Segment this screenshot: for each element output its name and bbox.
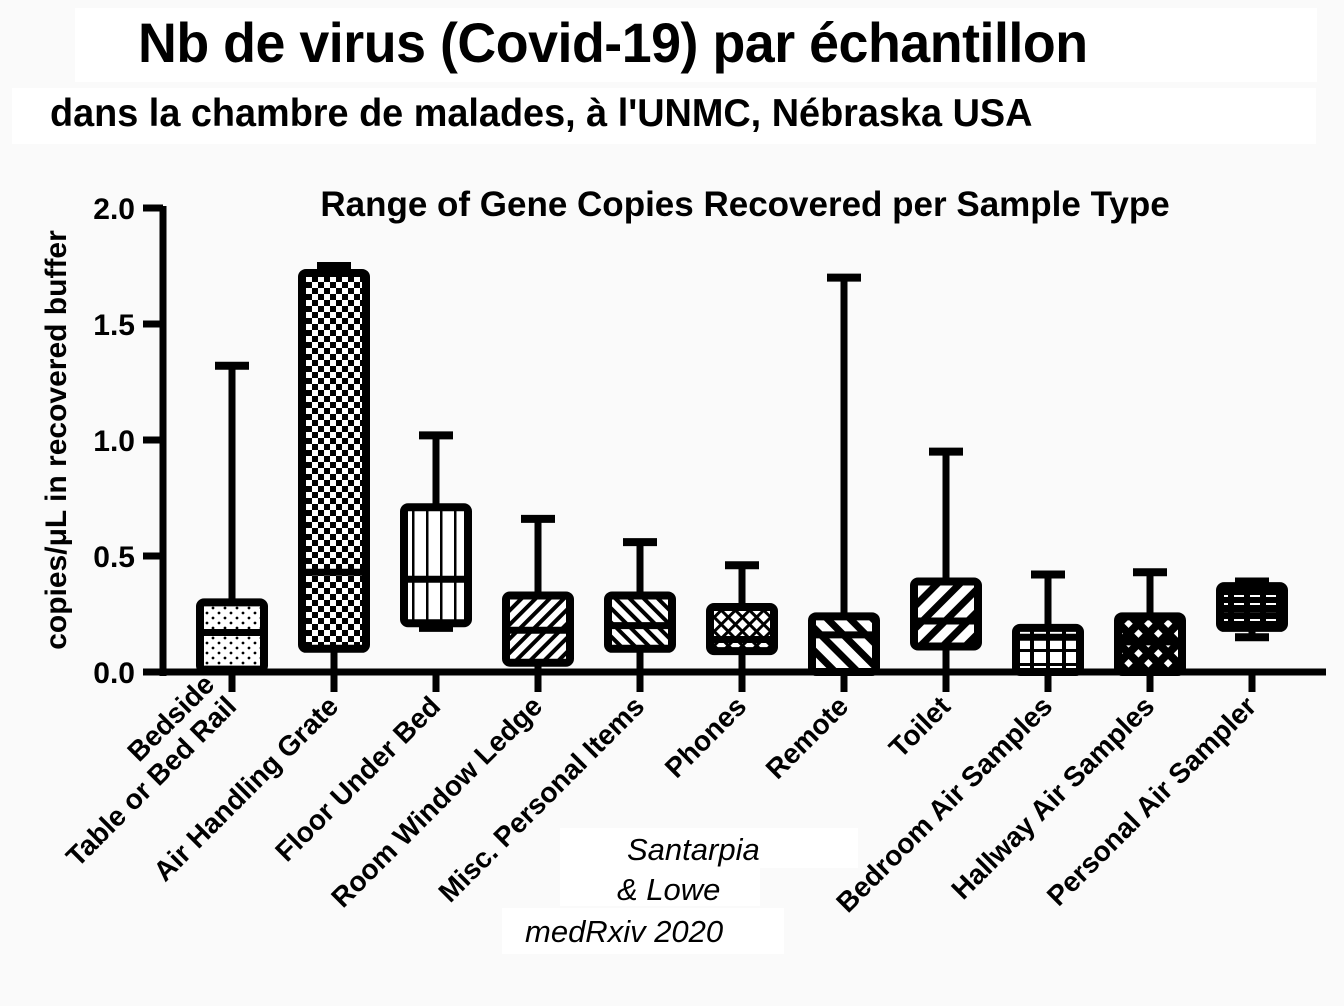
y-tick-label: 0.5	[93, 541, 135, 574]
x-tick-label: Phones	[659, 690, 752, 783]
box-9	[1012, 570, 1084, 676]
y-tick-label: 2.0	[93, 193, 135, 226]
box-1	[196, 361, 268, 674]
x-tick-label-line: Phones	[659, 690, 752, 783]
citation-author-2: & Lowe	[617, 872, 721, 907]
subtitle-backdrop	[12, 88, 1316, 144]
box-4	[502, 514, 574, 672]
box-series	[196, 262, 1288, 677]
box-2	[298, 262, 370, 672]
x-tick-label-line: Room Window Ledge	[325, 690, 548, 913]
y-tick-label: 0.0	[93, 657, 135, 690]
box-iqr	[400, 503, 472, 628]
x-tick-label-line: Hallway Air Samples	[945, 690, 1160, 905]
box-iqr	[706, 603, 778, 656]
title-backdrop	[75, 8, 1317, 82]
x-tick-label: Hallway Air Samples	[945, 690, 1160, 905]
x-tick-label: Toilet	[883, 690, 956, 763]
box-5	[604, 538, 676, 672]
box-6	[706, 561, 778, 672]
citation-journal: medRxiv 2020	[525, 914, 724, 949]
box-iqr	[298, 268, 370, 653]
citation-author-1: Santarpia	[627, 832, 760, 868]
chart-title: Range of Gene Copies Recovered per Sampl…	[320, 185, 1169, 224]
x-tick-label: Personal Air Sampler	[1041, 690, 1263, 912]
box-3	[400, 431, 472, 632]
page-title: Nb de virus (Covid-19) par échantillon	[138, 11, 1088, 74]
y-axis-label: copies/μL in recovered buffer	[40, 230, 73, 650]
x-tick-label: Room Window Ledge	[325, 690, 548, 913]
page-subtitle: dans la chambre de malades, à l'UNMC, Né…	[50, 92, 1033, 135]
box-11	[1216, 577, 1288, 642]
x-tick-label-line: Toilet	[883, 690, 956, 763]
y-axis: 0.0 0.5 1.0 1.5 2.0	[93, 193, 167, 690]
box-iqr	[910, 577, 982, 651]
x-tick-label: Remote	[760, 690, 855, 785]
x-axis	[159, 668, 1326, 692]
box-7	[808, 273, 880, 677]
box-8	[910, 447, 982, 672]
box-10	[1114, 568, 1186, 677]
x-tick-label-line: Personal Air Sampler	[1041, 690, 1263, 912]
citation-journal-backdrop	[502, 908, 784, 954]
x-tick-label-line: Remote	[760, 690, 855, 785]
box-iqr	[808, 612, 880, 677]
y-tick-label: 1.5	[93, 309, 135, 342]
y-tick-label: 1.0	[93, 425, 135, 458]
citation-lowe-backdrop	[560, 866, 760, 906]
